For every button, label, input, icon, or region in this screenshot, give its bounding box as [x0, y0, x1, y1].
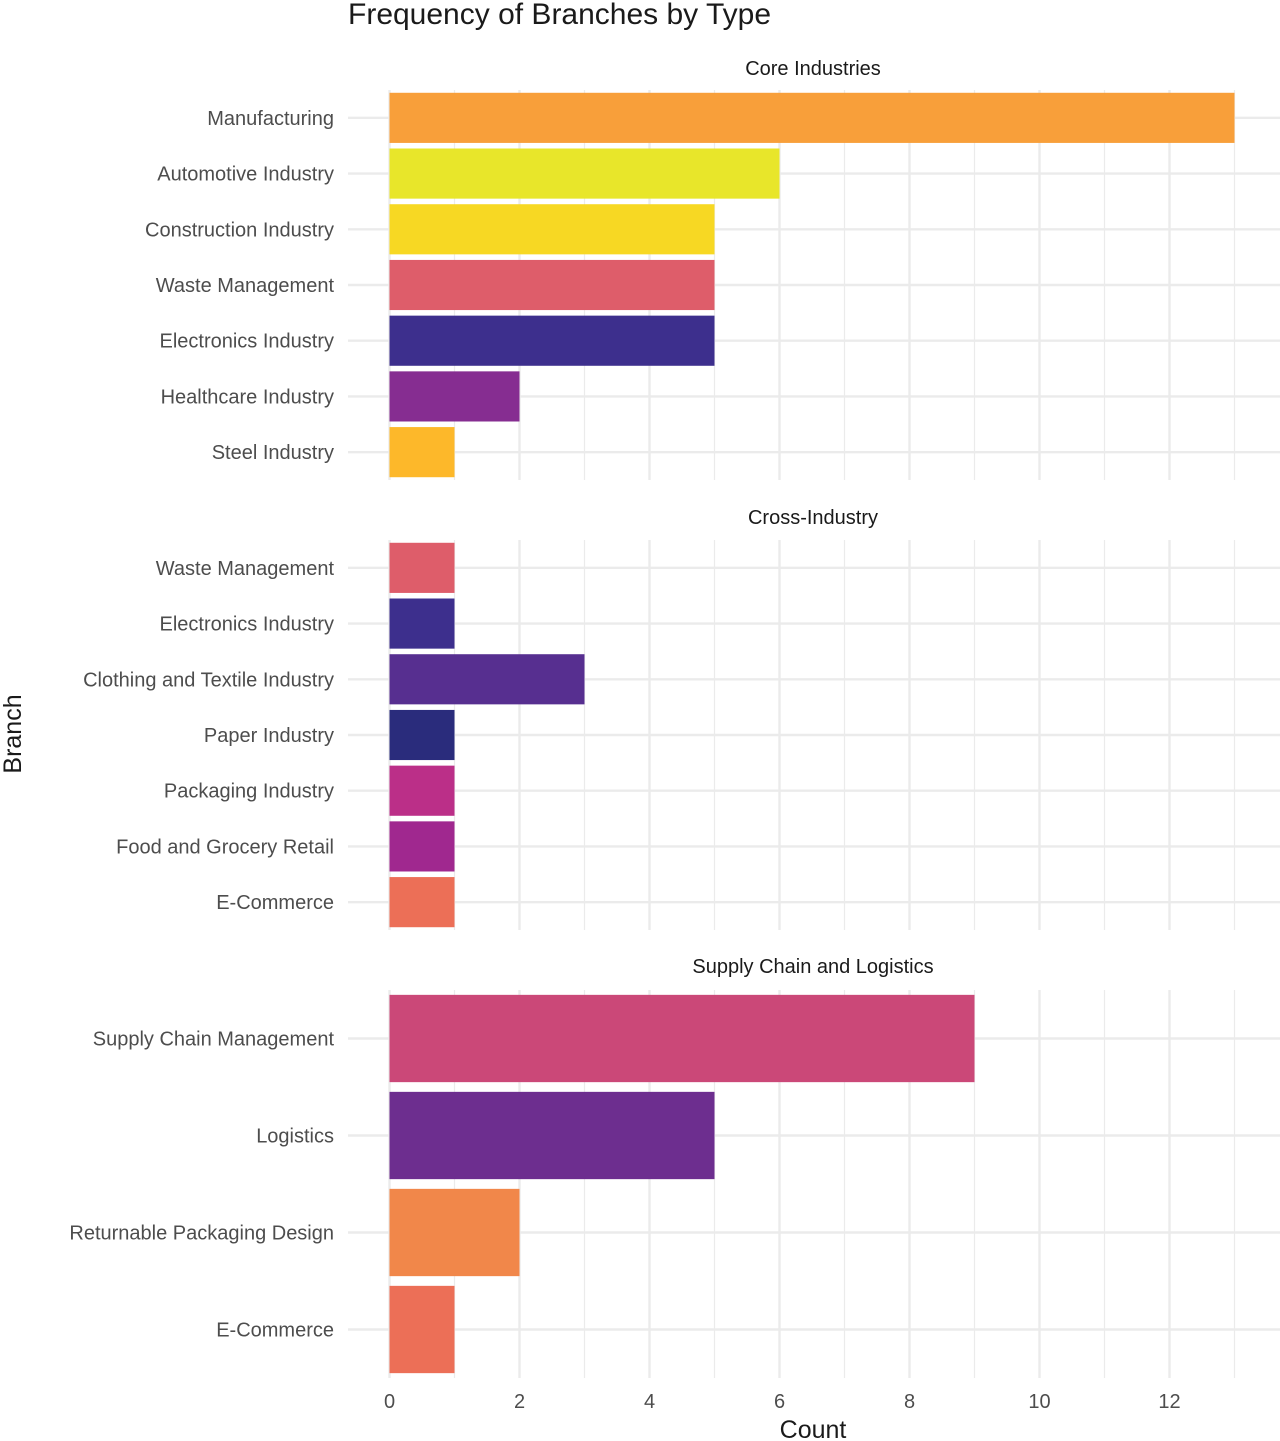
y-tick-label: Electronics Industry	[159, 614, 334, 636]
panel-title: Core Industries	[745, 58, 881, 80]
x-tick-label: 6	[774, 1391, 785, 1413]
bar	[389, 542, 455, 593]
bar	[389, 821, 455, 872]
bar	[389, 148, 780, 199]
y-tick-label: Returnable Packaging Design	[69, 1223, 334, 1245]
x-tick-label: 0	[384, 1391, 395, 1413]
panel: Supply Chain and Logistics Supply Chain M…	[69, 956, 1280, 1378]
y-tick-label: Manufacturing	[207, 108, 334, 130]
bar	[389, 598, 455, 649]
bar	[389, 371, 520, 422]
bar	[389, 709, 455, 761]
x-axis-ticks: 0 2 4 6 8 10 12	[384, 1391, 1181, 1413]
y-tick-label: Paper Industry	[204, 725, 334, 747]
y-tick-label: Steel Industry	[212, 442, 334, 464]
y-tick-label: Electronics Industry	[159, 331, 334, 353]
bar	[389, 315, 715, 366]
panel: Cross-Industry Waste Management Electronic…	[83, 507, 1280, 930]
y-tick-label: Waste Management	[156, 275, 335, 297]
y-axis-title: Branch	[0, 694, 27, 773]
x-tick-label: 4	[644, 1391, 655, 1413]
y-tick-label: Food and Grocery Retail	[116, 836, 334, 858]
x-tick-label: 8	[904, 1391, 915, 1413]
y-tick-label: Supply Chain Management	[93, 1029, 335, 1051]
y-tick-label: Construction Industry	[145, 219, 334, 241]
x-tick-label: 2	[514, 1391, 525, 1413]
y-tick-label: E-Commerce	[216, 892, 334, 914]
panels: Core Industries Manufacturing Automotive I…	[69, 58, 1280, 1378]
x-tick-label: 12	[1158, 1391, 1180, 1413]
y-tick-label: E-Commerce	[216, 1320, 334, 1342]
y-tick-label: Healthcare Industry	[161, 386, 334, 408]
y-tick-label: Packaging Industry	[164, 781, 334, 803]
bar	[389, 1091, 715, 1180]
y-tick-label: Clothing and Textile Industry	[83, 669, 334, 691]
y-tick-label: Waste Management	[156, 558, 335, 580]
x-axis-title: Count	[780, 1416, 847, 1441]
y-tick-label: Logistics	[256, 1126, 334, 1148]
bar	[389, 204, 715, 255]
bar	[389, 765, 455, 816]
chart-title: Frequency of Branches by Type	[348, 0, 771, 31]
bar	[389, 427, 455, 478]
bar	[389, 259, 715, 311]
bar	[389, 92, 1235, 143]
bar	[389, 1188, 520, 1277]
panel-title: Cross-Industry	[748, 507, 878, 529]
bar	[389, 654, 585, 705]
y-tick-label: Automotive Industry	[157, 164, 334, 186]
panel: Core Industries Manufacturing Automotive I…	[145, 58, 1280, 480]
x-tick-label: 10	[1028, 1391, 1050, 1413]
bar	[389, 877, 455, 928]
bar	[389, 1285, 455, 1374]
panel-title: Supply Chain and Logistics	[692, 956, 933, 978]
bar	[389, 994, 975, 1083]
